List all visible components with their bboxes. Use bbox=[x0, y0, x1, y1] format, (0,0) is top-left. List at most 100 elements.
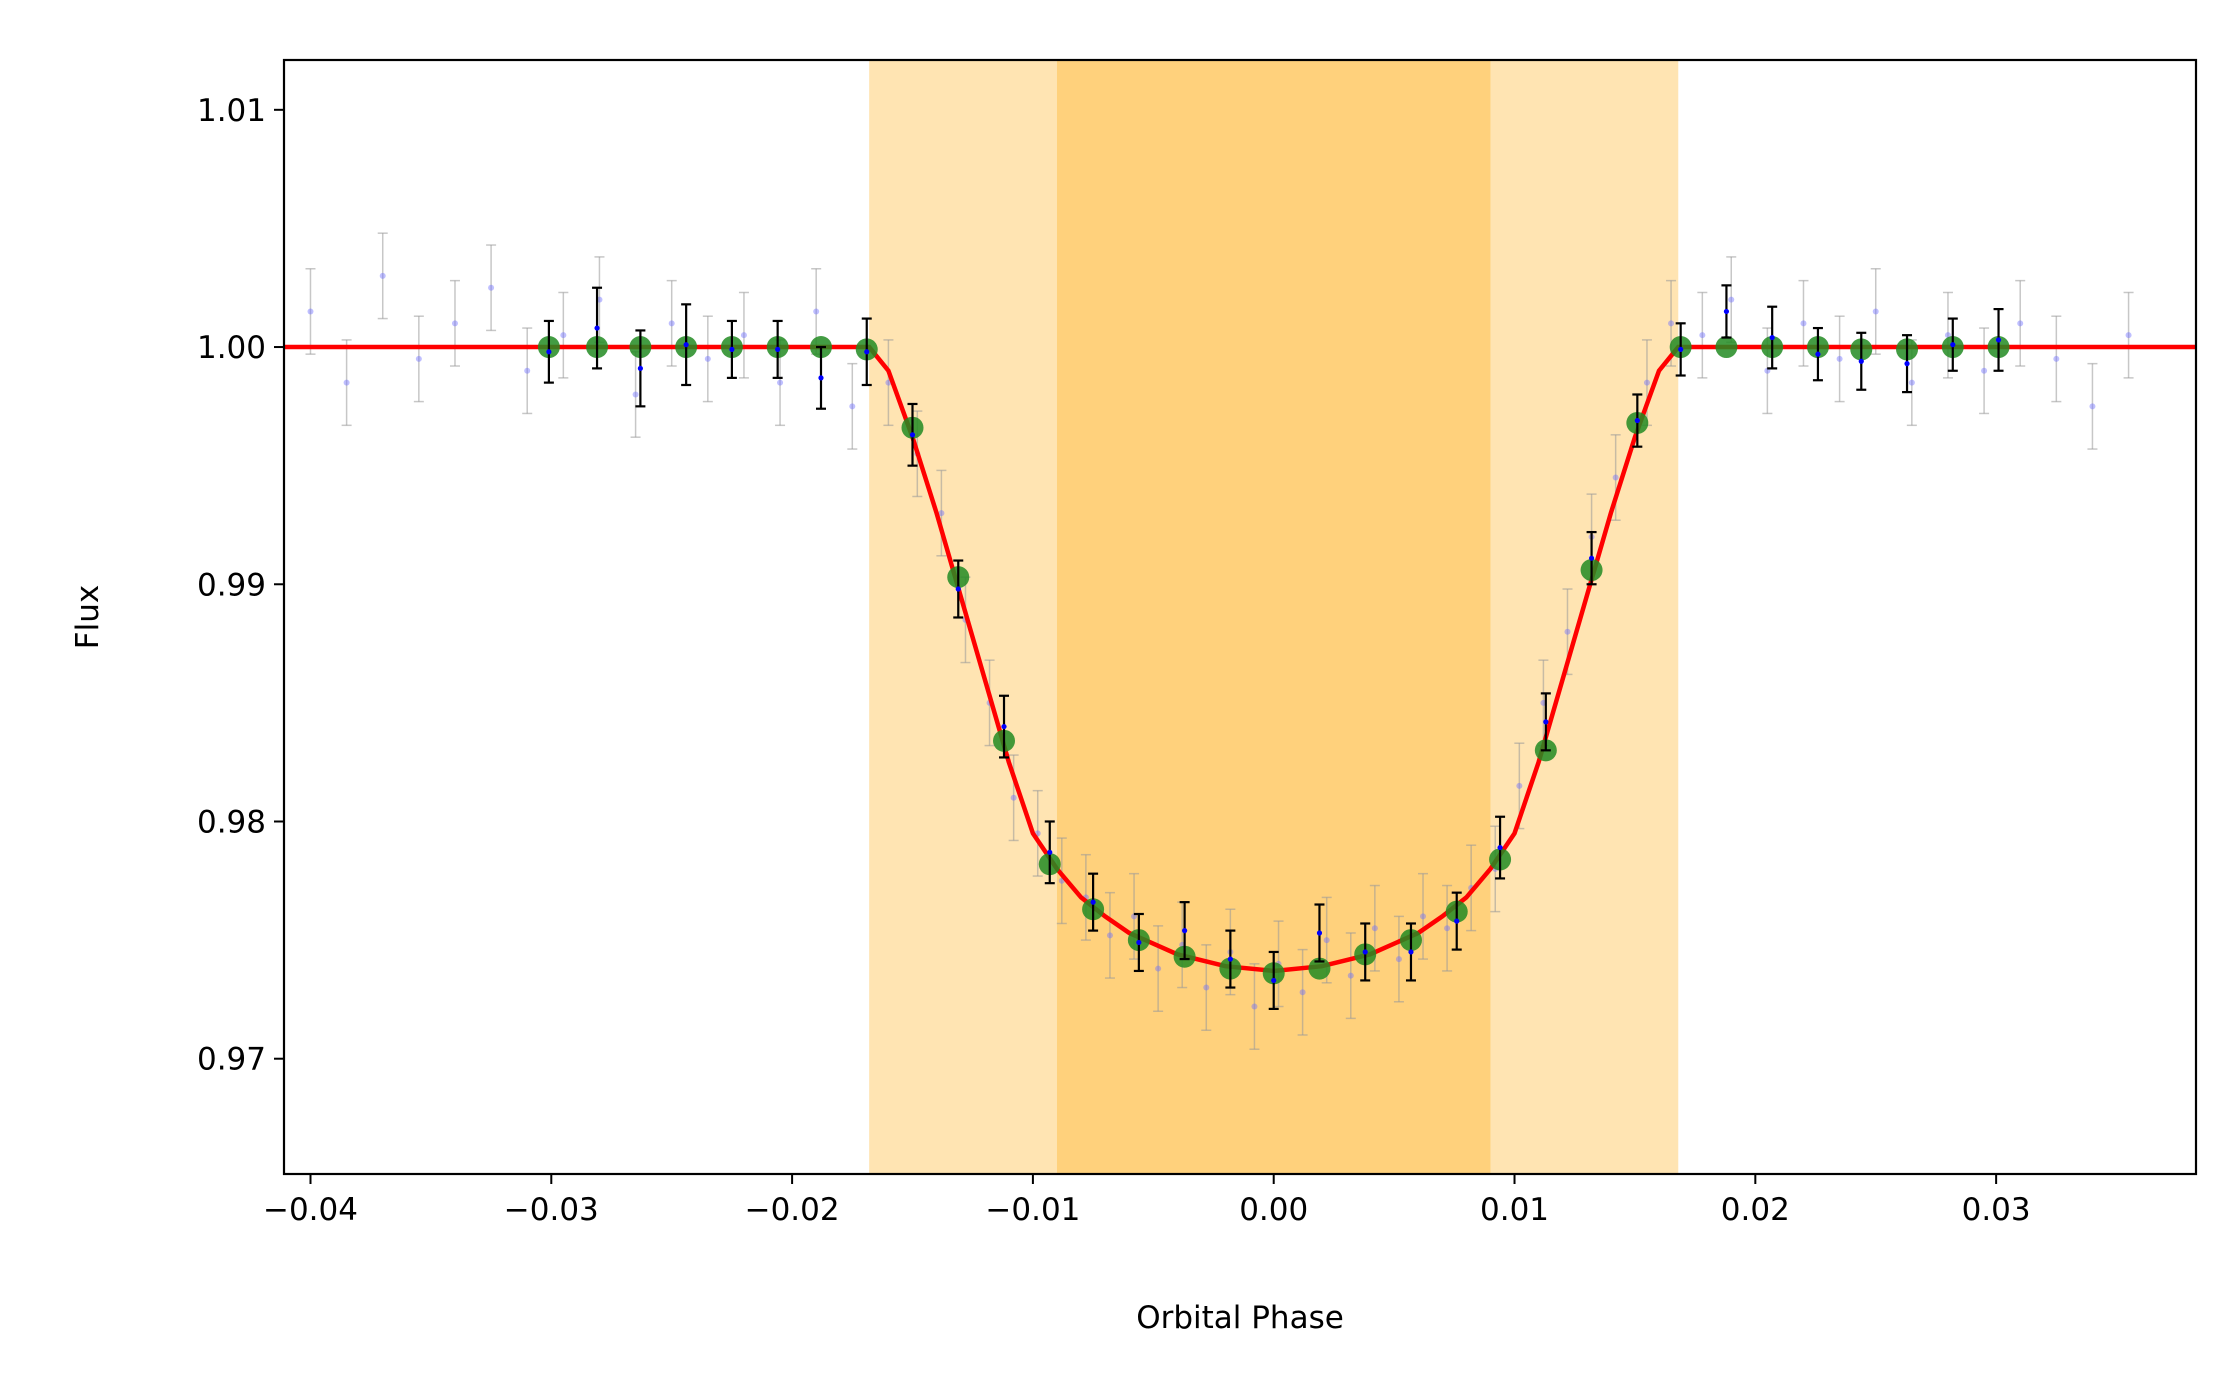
error-bar bbox=[1153, 925, 1164, 1013]
data-point bbox=[1858, 358, 1864, 364]
x-tick-label: −0.01 bbox=[985, 1192, 1080, 1228]
y-tick-label: 0.97 bbox=[197, 1042, 266, 1078]
data-point bbox=[1001, 723, 1007, 730]
error-bar bbox=[1798, 279, 1809, 367]
binned-point bbox=[1715, 336, 1738, 359]
error-bar bbox=[1080, 853, 1091, 941]
error-bar bbox=[1979, 327, 1990, 415]
error-bar bbox=[413, 315, 424, 403]
error-bar bbox=[936, 469, 947, 557]
y-tick-label: 0.98 bbox=[197, 804, 266, 840]
data-point bbox=[1271, 977, 1277, 984]
error-bar bbox=[1393, 915, 1404, 1003]
error-bar bbox=[666, 279, 677, 367]
data-point bbox=[1643, 379, 1650, 386]
data-point bbox=[1800, 320, 1807, 327]
data-point bbox=[1362, 949, 1368, 955]
x-tick-label: −0.04 bbox=[263, 1192, 358, 1228]
data-point bbox=[938, 510, 945, 517]
error-bar bbox=[449, 279, 460, 367]
data-point bbox=[1612, 474, 1619, 481]
data-point bbox=[1908, 379, 1915, 386]
error-bar bbox=[558, 291, 569, 379]
data-point bbox=[379, 272, 386, 279]
y-axis-label: Flux bbox=[70, 585, 106, 649]
data-point bbox=[1136, 939, 1142, 946]
x-axis-label: Orbital Phase bbox=[1136, 1300, 1344, 1336]
y-tick-label: 0.99 bbox=[197, 567, 266, 603]
error-bar bbox=[2087, 362, 2098, 450]
error-bar bbox=[1418, 872, 1429, 960]
data-point bbox=[1588, 555, 1595, 561]
data-point bbox=[818, 375, 824, 381]
error-bar bbox=[1610, 434, 1621, 521]
error-bar bbox=[1032, 789, 1043, 877]
error-bar bbox=[1834, 315, 1845, 403]
data-point bbox=[1678, 346, 1684, 353]
error-bar bbox=[486, 244, 497, 332]
x-tick-label: 0.00 bbox=[1239, 1192, 1308, 1228]
data-point bbox=[668, 320, 675, 327]
error-bar bbox=[1201, 944, 1212, 1031]
data-point bbox=[2053, 355, 2060, 362]
data-point bbox=[1995, 337, 2002, 343]
data-point bbox=[1564, 628, 1571, 635]
data-point bbox=[488, 284, 495, 291]
data-point bbox=[1723, 308, 1730, 315]
data-point bbox=[1872, 308, 1879, 315]
data-point bbox=[1634, 417, 1640, 424]
error-bar bbox=[1345, 932, 1356, 1020]
error-bar bbox=[1297, 948, 1308, 1036]
data-point bbox=[1316, 930, 1323, 936]
data-point bbox=[451, 320, 458, 327]
data-point bbox=[1950, 342, 1956, 348]
data-point bbox=[2017, 320, 2024, 327]
error-bar bbox=[1870, 268, 1881, 355]
y-tick-label: 1.00 bbox=[197, 330, 266, 366]
error-bar bbox=[2015, 279, 2026, 367]
y-tick-label: 1.01 bbox=[197, 93, 266, 129]
plot-area bbox=[284, 60, 2196, 1174]
data-point bbox=[1408, 949, 1414, 955]
data-point bbox=[1981, 367, 1988, 374]
data-point bbox=[1543, 719, 1549, 725]
error-bar bbox=[1104, 891, 1115, 979]
data-point bbox=[1010, 794, 1017, 801]
error-bar bbox=[341, 339, 352, 427]
data-point bbox=[2125, 332, 2132, 339]
data-point bbox=[2089, 403, 2096, 410]
data-point bbox=[560, 332, 567, 339]
error-bar bbox=[2123, 291, 2134, 379]
data-point bbox=[1182, 928, 1188, 934]
data-point bbox=[1323, 937, 1330, 944]
data-point bbox=[740, 332, 747, 339]
data-point bbox=[1371, 925, 1378, 932]
data-point bbox=[1299, 989, 1306, 996]
data-point bbox=[1444, 925, 1451, 932]
data-point bbox=[704, 355, 711, 362]
data-point bbox=[1420, 913, 1427, 920]
x-tick-label: 0.03 bbox=[1962, 1192, 2031, 1228]
data-point bbox=[1668, 320, 1675, 327]
error-bar bbox=[2051, 315, 2062, 403]
plot-frame bbox=[282, 58, 2198, 1176]
error-bar bbox=[1942, 291, 1953, 379]
data-point bbox=[1836, 355, 1843, 362]
data-point bbox=[1497, 844, 1503, 851]
data-point bbox=[307, 308, 314, 315]
error-bar bbox=[847, 362, 858, 450]
x-tick-label: −0.03 bbox=[504, 1192, 599, 1228]
data-point bbox=[849, 403, 856, 410]
error-bar bbox=[305, 268, 316, 355]
data-point bbox=[1699, 332, 1706, 339]
data-point bbox=[1106, 932, 1113, 939]
data-point bbox=[1395, 956, 1402, 963]
data-point bbox=[955, 586, 961, 592]
data-point bbox=[546, 349, 552, 355]
error-bar bbox=[1056, 837, 1067, 925]
data-point bbox=[777, 379, 784, 386]
data-point bbox=[524, 367, 531, 374]
data-point bbox=[1454, 918, 1460, 924]
data-point bbox=[1728, 296, 1735, 303]
